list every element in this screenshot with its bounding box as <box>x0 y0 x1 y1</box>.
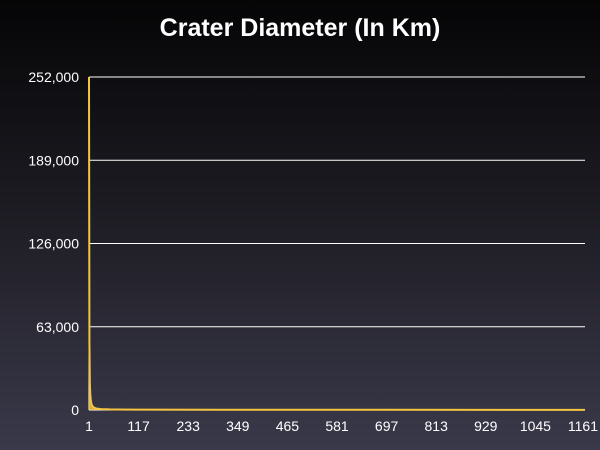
x-axis-ticks: 1 117 233 349 465 581 697 813 929 1045 1161 <box>85 418 598 434</box>
y-tick-label: 126,000 <box>28 236 79 252</box>
x-tick-label: 929 <box>474 418 498 434</box>
y-tick-label: 63,000 <box>36 319 79 335</box>
x-tick-label: 1 <box>85 418 93 434</box>
x-tick-label: 581 <box>325 418 349 434</box>
y-tick-label: 252,000 <box>28 69 79 85</box>
y-tick-label: 0 <box>71 402 79 418</box>
x-tick-label: 813 <box>425 418 449 434</box>
x-tick-label: 233 <box>177 418 201 434</box>
y-axis-ticks: 0 63,000 126,000 189,000 252,000 <box>28 69 79 418</box>
series-line-0 <box>88 76 586 411</box>
x-tick-label: 117 <box>127 418 150 434</box>
x-tick-label: 1045 <box>520 418 551 434</box>
x-tick-label: 1161 <box>568 418 598 434</box>
x-tick-label: 465 <box>276 418 300 434</box>
grid-lines <box>88 76 585 411</box>
series-layer <box>88 76 586 411</box>
x-tick-label: 697 <box>375 418 399 434</box>
chart-title: Crater Diameter (In Km) <box>159 14 441 42</box>
y-tick-label: 189,000 <box>28 152 79 168</box>
x-tick-label: 349 <box>226 418 250 434</box>
